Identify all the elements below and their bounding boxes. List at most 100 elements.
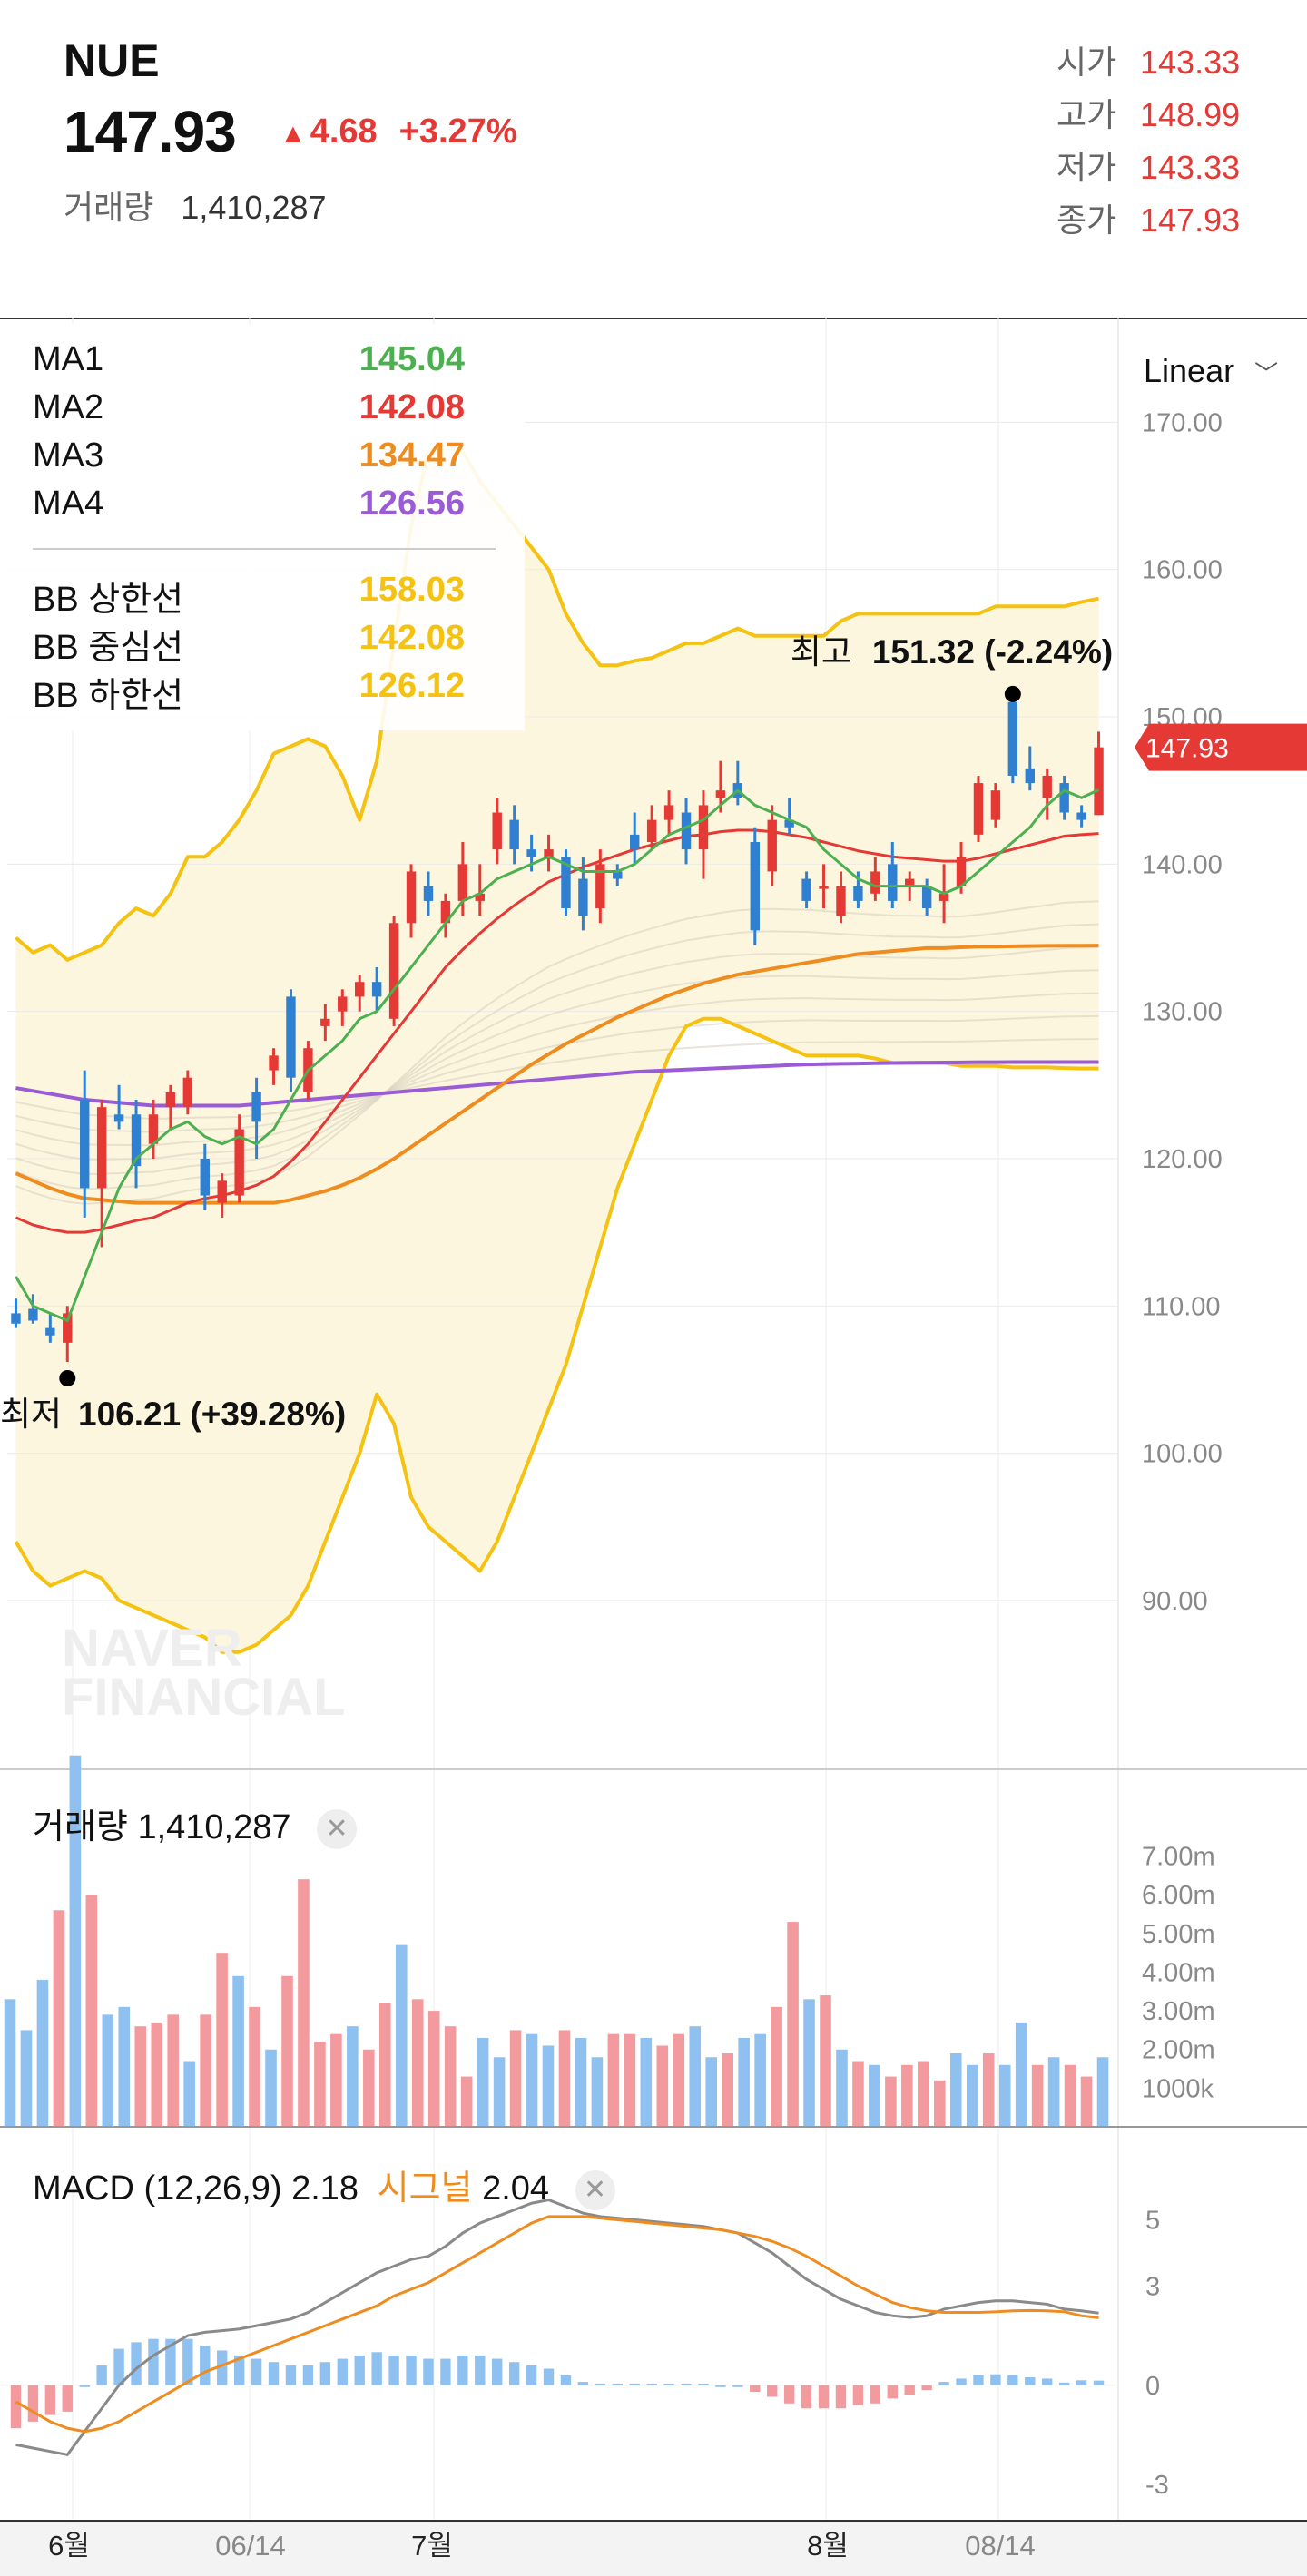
volume-summary: 거래량 1,410,287	[64, 181, 327, 229]
candle-body	[165, 1092, 176, 1108]
candle	[646, 805, 657, 850]
ma2-label: MA2	[33, 388, 104, 426]
candle-body	[663, 805, 674, 820]
candle-body	[355, 982, 365, 997]
volume-tick-label: 6.00m	[1142, 1881, 1215, 1910]
candle-body	[113, 1114, 124, 1122]
macd-histogram-bar	[113, 2348, 124, 2385]
volume-bar	[53, 1910, 65, 2127]
macd-histogram-bar	[1076, 2380, 1087, 2385]
volume-bar	[314, 2042, 326, 2127]
volume-tick-label: 1000k	[1142, 2074, 1214, 2103]
volume-panel-title: 거래량 1,410,287 ✕	[33, 1798, 358, 1849]
macd-histogram-bar	[79, 2385, 90, 2387]
candle-body	[388, 923, 399, 1019]
candle-body	[1076, 812, 1086, 820]
scale-selector[interactable]: Linear ﹀	[1144, 352, 1278, 390]
candle	[423, 871, 434, 916]
macd-tick-label: 3	[1145, 2272, 1160, 2301]
close-icon[interactable]: ✕	[575, 2170, 615, 2210]
candle-body	[217, 1180, 227, 1203]
macd-histogram-bar	[165, 2338, 176, 2385]
ma2-line	[15, 828, 1099, 1234]
volume-bar	[771, 2006, 782, 2127]
ma1-value: 145.04	[359, 340, 465, 378]
candle	[1007, 697, 1018, 784]
macd-histogram-bar	[612, 2383, 623, 2385]
candle-body	[595, 864, 605, 909]
macd-histogram-bar	[1025, 2377, 1036, 2385]
x-axis-bg	[0, 2521, 1307, 2576]
macd-histogram-bar	[200, 2346, 211, 2385]
macd-histogram-bar	[629, 2383, 640, 2385]
candle	[286, 989, 296, 1092]
macd-histogram-bar	[577, 2382, 589, 2385]
candle	[440, 893, 451, 938]
high-marker	[1004, 685, 1021, 702]
ma3-line	[15, 944, 1099, 1205]
ma4-line	[15, 1060, 1099, 1108]
macd-histogram-bar	[560, 2375, 572, 2385]
current-price-tag-text: 147.93	[1145, 734, 1229, 764]
ohlc-value: 148.99	[1140, 96, 1241, 133]
macd-histogram-bar	[767, 2385, 778, 2397]
x-tick-label: 08/14	[965, 2530, 1036, 2561]
volume-bar	[249, 2006, 260, 2127]
candle-body	[1007, 701, 1018, 776]
candle	[457, 841, 468, 916]
candle	[371, 966, 382, 1012]
volume-bar	[1047, 2057, 1060, 2127]
volume-bar	[869, 2064, 880, 2127]
candle	[973, 775, 984, 842]
candle-body	[1094, 747, 1104, 816]
ribbon-line	[15, 900, 1099, 1205]
candle	[630, 812, 640, 865]
candle	[595, 849, 605, 924]
volume-bar	[134, 2026, 147, 2127]
candle-body	[526, 849, 536, 857]
candle-body	[475, 893, 485, 901]
close-icon[interactable]: ✕	[317, 1808, 358, 1849]
candle	[819, 864, 829, 909]
candle	[578, 857, 588, 931]
current-price: 147.93	[64, 99, 237, 164]
ticker-symbol: NUE	[64, 35, 160, 86]
macd-histogram-bar	[10, 2385, 22, 2429]
candle	[80, 1070, 90, 1218]
volume-bar	[411, 1999, 424, 2127]
candle-body	[131, 1114, 142, 1167]
macd-histogram-bar	[131, 2342, 142, 2385]
candle	[320, 1004, 330, 1042]
candle	[234, 1114, 244, 1203]
candle	[200, 1143, 210, 1210]
y-tick-label: 120.00	[1142, 1145, 1223, 1174]
ribbon-line	[15, 992, 1099, 1147]
candle-body	[11, 1313, 21, 1324]
macd-histogram-bar	[406, 2355, 417, 2385]
macd-line	[15, 2199, 1099, 2456]
candle	[388, 916, 399, 1026]
ribbon-line	[15, 945, 1099, 1176]
volume-bar	[1096, 2057, 1109, 2127]
volume-bar	[36, 1980, 49, 2127]
candle	[767, 805, 777, 886]
volume-bar	[493, 2057, 506, 2127]
macd-histogram-bar	[938, 2382, 949, 2385]
volume-tick-label: 3.00m	[1142, 1997, 1215, 2026]
volume-bar	[526, 2033, 538, 2127]
candle	[492, 798, 502, 865]
macd-histogram-bar	[268, 2362, 280, 2385]
candle-body	[338, 996, 348, 1012]
volume-bar	[265, 2049, 277, 2127]
candle	[1042, 768, 1052, 820]
x-tick-label: 7월	[411, 2530, 453, 2561]
stock-chart[interactable]: 170.00160.00150.00140.00130.00120.00110.…	[0, 318, 1307, 2576]
candle	[113, 1084, 124, 1130]
candle-body	[921, 886, 932, 909]
volume-bar	[460, 2076, 473, 2127]
volume-bar	[298, 1879, 310, 2127]
volume-bar	[982, 2053, 995, 2127]
macd-histogram-bar	[475, 2355, 486, 2385]
volume-bar	[673, 2033, 685, 2127]
x-tick-label: 8월	[807, 2530, 849, 2561]
